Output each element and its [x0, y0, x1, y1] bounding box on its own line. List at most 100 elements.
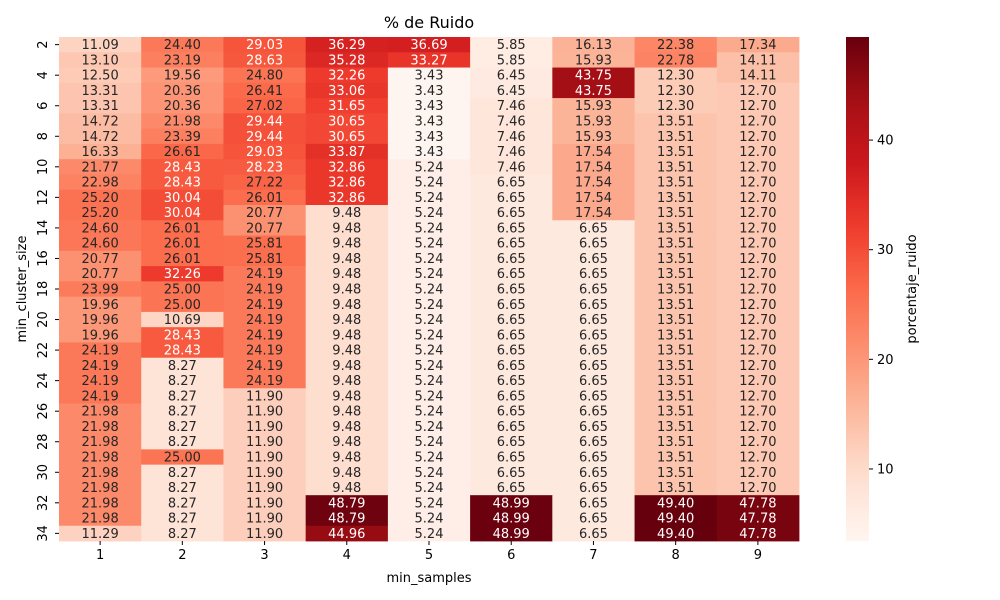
cell-value-label: 8.27 [168, 481, 197, 496]
y-tick-label: 12 [36, 189, 51, 206]
cell-value-label: 12.70 [739, 313, 776, 328]
cell-value-label: 48.79 [328, 496, 365, 511]
heatmap-cell [716, 357, 800, 374]
heatmap-cell [305, 174, 389, 191]
heatmap-cell [716, 403, 800, 420]
heatmap-cell [552, 52, 635, 68]
cell-value-label: 11.90 [246, 389, 283, 404]
cell-value-label: 12.70 [739, 176, 776, 191]
cell-value-label: 13.51 [657, 145, 694, 160]
heatmap-cell [716, 327, 800, 343]
heatmap-cell [223, 128, 307, 145]
cell-value-label: 26.01 [164, 221, 201, 236]
heatmap-cell [552, 388, 635, 404]
heatmap-cell [141, 510, 224, 527]
cell-value-label: 16.13 [575, 38, 612, 53]
cell-value-label: 6.65 [579, 512, 608, 527]
cell-value-label: 6.65 [497, 328, 526, 343]
heatmap-cell [305, 327, 389, 343]
heatmap-cell [141, 205, 224, 221]
cell-value-label: 7.46 [497, 145, 526, 160]
heatmap-cell [223, 434, 307, 450]
cell-value-label: 5.24 [415, 420, 444, 435]
cell-value-label: 21.98 [82, 466, 119, 481]
cell-value-label: 5.24 [415, 328, 444, 343]
cell-value-label: 9.48 [332, 389, 361, 404]
heatmap-cell [387, 479, 471, 496]
heatmap-cell [552, 525, 635, 542]
y-tick-label: 2 [36, 40, 51, 48]
heatmap-cell [305, 296, 389, 313]
cell-value-label: 12.70 [739, 481, 776, 496]
cell-value-label: 5.24 [415, 496, 444, 511]
heatmap-cell [716, 464, 800, 481]
cell-value-label: 5.24 [415, 176, 444, 191]
heatmap-cell [470, 357, 553, 374]
cell-value-label: 9.48 [332, 481, 361, 496]
cell-value-label: 9.48 [332, 374, 361, 389]
cell-value-label: 11.90 [246, 512, 283, 527]
x-tick-label: 2 [178, 548, 186, 563]
heatmap-cell [716, 82, 800, 99]
heatmap-cell [716, 205, 800, 221]
cell-value-label: 5.24 [415, 435, 444, 450]
heatmap-cell [305, 311, 389, 328]
cell-value-label: 15.93 [575, 99, 612, 114]
cell-value-label: 6.65 [497, 359, 526, 374]
cell-value-label: 13.51 [657, 328, 694, 343]
heatmap-cell [141, 266, 224, 282]
heatmap-cell [223, 189, 307, 206]
heatmap-cell [223, 235, 307, 252]
cell-value-label: 24.60 [82, 237, 119, 252]
heatmap-cell [387, 403, 471, 420]
heatmap-cell [634, 159, 718, 175]
heatmap-cell [552, 159, 635, 175]
heatmap-cell [387, 418, 471, 435]
cell-value-label: 36.69 [410, 38, 447, 53]
heatmap-cell [716, 418, 800, 435]
heatmap-cell [387, 113, 471, 130]
cell-value-label: 6.65 [497, 298, 526, 313]
heatmap-cell [141, 449, 224, 466]
cell-value-label: 9.48 [332, 451, 361, 466]
heatmap-cell [59, 67, 142, 84]
heatmap-cell [470, 67, 553, 84]
heatmap-cell [141, 250, 224, 267]
heatmap-cell [59, 128, 142, 145]
heatmap-cell [223, 174, 307, 191]
cell-value-label: 28.23 [246, 160, 283, 175]
cell-value-label: 6.65 [579, 359, 608, 374]
heatmap-cell [59, 296, 142, 313]
y-axis-label: min_cluster_size [15, 236, 30, 343]
cell-value-label: 11.09 [82, 38, 119, 53]
cell-value-label: 6.65 [579, 221, 608, 236]
cell-value-label: 12.70 [739, 191, 776, 206]
heatmap-cell [223, 479, 307, 496]
y-tick-label: 18 [36, 281, 51, 298]
cell-value-label: 6.65 [497, 252, 526, 267]
heatmap-cell [141, 67, 224, 84]
heatmap-cell [552, 113, 635, 130]
heatmap-cell [552, 82, 635, 99]
heatmap-cell [223, 67, 307, 84]
heatmap-cell [716, 159, 800, 175]
heatmap-cell [470, 311, 553, 328]
cell-value-label: 28.43 [164, 344, 201, 359]
cell-value-label: 12.70 [739, 283, 776, 298]
cell-value-label: 9.48 [332, 237, 361, 252]
heatmap-cell [141, 525, 224, 542]
cell-value-label: 17.34 [739, 38, 776, 53]
cell-value-label: 11.29 [82, 527, 119, 542]
cell-value-label: 26.61 [164, 145, 201, 160]
heatmap-cell [223, 113, 307, 130]
heatmap-cell [141, 143, 224, 160]
cell-value-label: 13.51 [657, 176, 694, 191]
cell-value-label: 6.65 [497, 405, 526, 420]
heatmap-cell [716, 311, 800, 328]
heatmap-cell [305, 82, 389, 99]
cell-value-label: 6.65 [579, 252, 608, 267]
heatmap-cell [552, 296, 635, 313]
cell-value-label: 5.24 [415, 160, 444, 175]
cell-value-label: 29.44 [246, 115, 283, 130]
cell-value-label: 5.24 [415, 344, 444, 359]
